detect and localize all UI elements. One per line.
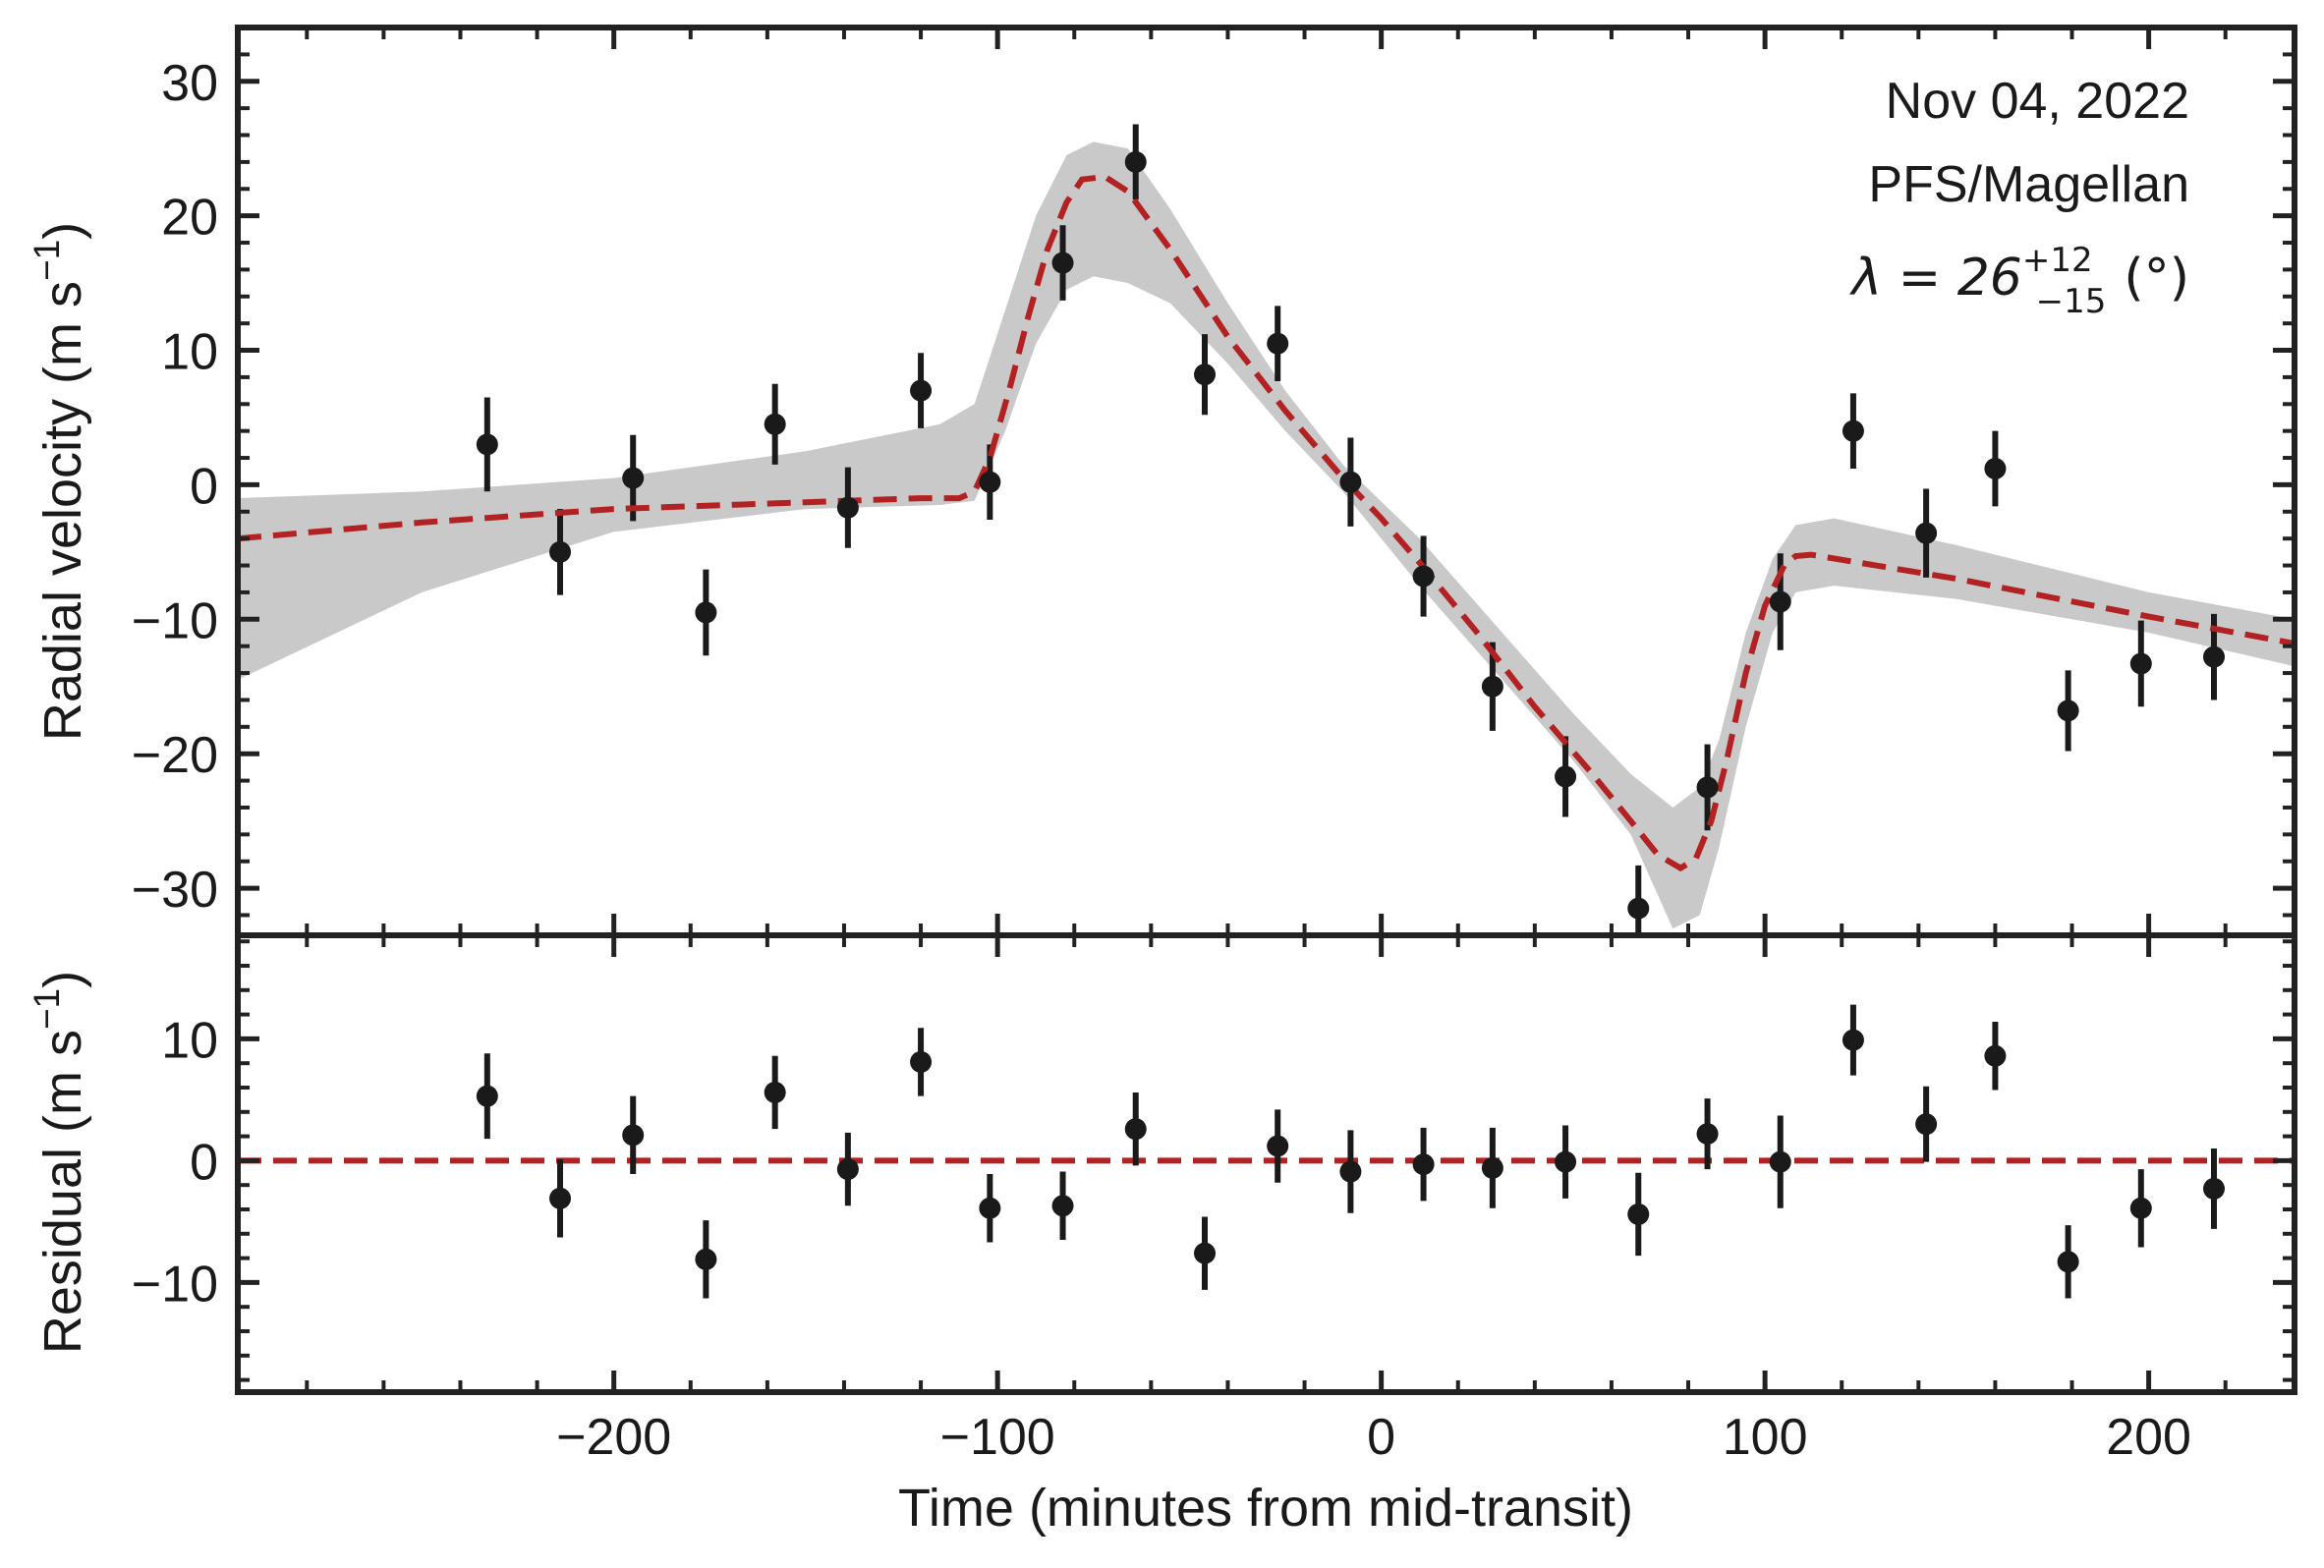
rv-point xyxy=(2057,700,2079,722)
rv-point xyxy=(695,601,717,624)
rv-point xyxy=(836,496,859,519)
residual-panel-frame xyxy=(235,932,2297,1395)
rv-point xyxy=(476,433,498,456)
residual-point xyxy=(1267,1135,1289,1157)
rv-y-tick-labels: −30 −20 −10 0 10 20 30 xyxy=(132,55,218,919)
rv-data-points xyxy=(476,150,2225,920)
rv-point xyxy=(910,379,933,402)
residual-point xyxy=(1194,1242,1217,1264)
rv-y-tick-label: 10 xyxy=(161,324,218,381)
rv-point xyxy=(1984,457,2007,479)
best-fit-model-line xyxy=(238,173,2295,872)
residual-point xyxy=(1915,1113,1938,1136)
rv-y-tick-label: 30 xyxy=(161,55,218,112)
residual-point xyxy=(622,1124,645,1147)
residual-point xyxy=(910,1050,933,1073)
residual-errorbars xyxy=(483,1004,2217,1299)
rv-point xyxy=(2202,645,2225,668)
rv-y-tick-label: −30 xyxy=(132,862,218,919)
residual-y-tick-labels: −10 0 10 xyxy=(132,1012,218,1313)
residual-point xyxy=(476,1085,498,1107)
residual-point xyxy=(979,1197,1001,1219)
posterior-model-band xyxy=(238,141,2295,929)
residual-point xyxy=(1627,1203,1650,1225)
rv-point xyxy=(1339,471,1362,493)
rv-point xyxy=(622,467,645,489)
rv-y-axis-label: Radial velocity (m s−1) xyxy=(27,222,92,741)
rv-point xyxy=(1627,897,1650,920)
residual-data-points xyxy=(476,1029,2225,1273)
residual-point xyxy=(1984,1044,2007,1067)
residual-point xyxy=(836,1158,859,1181)
residual-point xyxy=(1842,1029,1864,1051)
rv-point xyxy=(1124,150,1147,173)
rv-point xyxy=(764,413,786,435)
rv-point xyxy=(549,540,572,563)
x-tick-label: −100 xyxy=(940,1409,1055,1466)
x-tick-label: 200 xyxy=(2106,1409,2191,1466)
rv-y-tick-label: 0 xyxy=(190,458,218,515)
residual-point xyxy=(1339,1160,1362,1183)
rv-point xyxy=(2129,652,2152,675)
residual-point xyxy=(1481,1156,1503,1179)
residual-point xyxy=(1124,1118,1147,1141)
residual-point xyxy=(1555,1150,1577,1173)
x-tick-label: 0 xyxy=(1367,1409,1395,1466)
rv-y-tick-label: 20 xyxy=(161,190,218,247)
rv-point xyxy=(1769,590,1791,613)
rv-point xyxy=(1412,565,1435,588)
rv-point xyxy=(1481,675,1503,698)
residual-point xyxy=(2129,1197,2152,1219)
rv-point xyxy=(1842,420,1864,442)
residual-point xyxy=(764,1081,786,1103)
residual-point xyxy=(2202,1177,2225,1200)
residual-y-tick-label: −10 xyxy=(132,1256,218,1313)
residual-point xyxy=(695,1248,717,1270)
annotation-date: Nov 04, 2022 xyxy=(1886,73,2189,130)
residual-point xyxy=(1769,1150,1791,1173)
residual-point xyxy=(1696,1123,1719,1146)
residual-point xyxy=(1051,1195,1074,1217)
x-tick-label: 100 xyxy=(1723,1409,1808,1466)
residual-point xyxy=(1412,1153,1435,1176)
x-tick-label: −200 xyxy=(556,1409,671,1466)
rv-point xyxy=(1555,765,1577,788)
rv-point xyxy=(1915,522,1938,544)
rv-panel: −30 −20 −10 0 10 20 30 Radial velocity (m s−1)… xyxy=(27,26,2295,935)
annotation-instrument: PFS/Magellan xyxy=(1868,156,2189,213)
rv-point xyxy=(1194,364,1217,386)
annotation-obliquity: λ = 26+12 −15 (°) xyxy=(1848,241,2189,321)
rv-point xyxy=(1051,252,1074,274)
x-axis-label: Time (minutes from mid-transit) xyxy=(898,1479,1633,1538)
rv-y-tick-label: −20 xyxy=(132,727,218,784)
residual-point xyxy=(549,1187,572,1209)
residual-point xyxy=(2057,1251,2079,1273)
rv-point xyxy=(1696,776,1719,799)
residual-y-tick-label: 10 xyxy=(161,1012,218,1069)
residual-axis-ticks xyxy=(238,935,2295,1392)
rv-y-tick-label: −10 xyxy=(132,592,218,649)
rv-point xyxy=(1267,332,1289,355)
x-tick-labels: −200 −100 0 100 200 xyxy=(556,1409,2191,1466)
residual-y-tick-label: 0 xyxy=(190,1134,218,1191)
rv-point xyxy=(979,471,1001,493)
residual-y-axis-label: Residual (m s−1) xyxy=(27,971,92,1354)
